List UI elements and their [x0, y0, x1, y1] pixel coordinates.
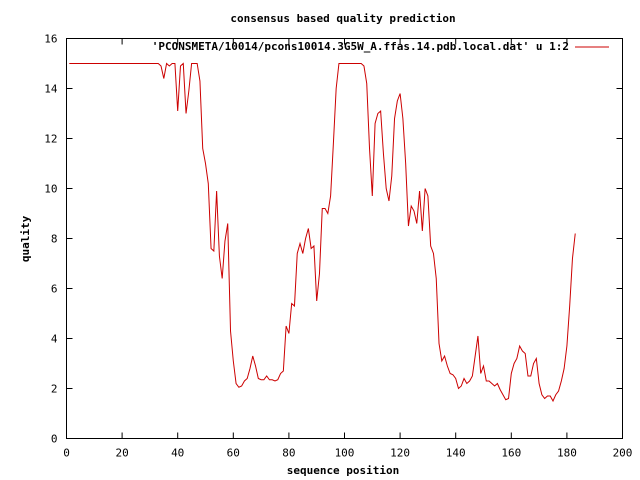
x-tick-label: 20: [115, 447, 128, 460]
series-line: [69, 62, 576, 403]
x-tick-label: 120: [390, 447, 410, 460]
x-tick-label: 0: [63, 447, 70, 460]
plot-frame: [66, 38, 623, 439]
x-tick-label: 60: [227, 447, 240, 460]
legend: 'PCONSMETA/10014/pcons10014.3G5W_A.ffas.…: [152, 40, 609, 53]
y-tick-label: 16: [44, 33, 57, 46]
y-tick-label: 6: [51, 283, 58, 296]
legend-label: 'PCONSMETA/10014/pcons10014.3G5W_A.ffas.…: [152, 40, 569, 53]
x-axis-label: sequence position: [287, 464, 400, 477]
x-tick-label: 180: [557, 447, 577, 460]
x-tick-label: 200: [613, 447, 633, 460]
chart-title: consensus based quality prediction: [230, 12, 455, 25]
y-tick-label: 8: [51, 233, 58, 246]
x-tick-label: 40: [171, 447, 184, 460]
x-tick-label: 100: [335, 447, 355, 460]
y-tick-label: 12: [44, 133, 57, 146]
y-tick-label: 10: [44, 183, 57, 196]
x-tick-label: 80: [282, 447, 295, 460]
x-tick-label: 140: [446, 447, 466, 460]
y-axis-label: quality: [19, 215, 32, 262]
y-tick-label: 14: [44, 83, 58, 96]
y-axis-ticks: 0 2 4 6 8 10 12 14 16: [44, 33, 623, 446]
y-tick-label: 0: [51, 433, 58, 446]
y-tick-label: 2: [51, 383, 58, 396]
x-tick-label: 160: [501, 447, 521, 460]
y-tick-label: 4: [51, 333, 58, 346]
x-axis-ticks: 0 20 40 60 80 100 120 140 160 180 200: [63, 38, 633, 460]
